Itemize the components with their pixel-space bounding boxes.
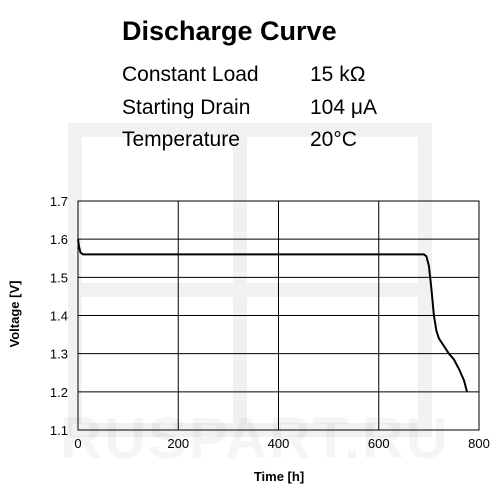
y-tick-label: 1.3: [50, 347, 68, 362]
y-tick-label: 1.6: [50, 232, 68, 247]
watermark-logo: [68, 123, 432, 437]
discharge-series-line: [77, 239, 468, 393]
y-tick-label: 1.1: [50, 423, 68, 438]
plot-frame: [77, 200, 480, 431]
spec-label: Starting Drain: [122, 96, 251, 119]
x-tick-label: 400: [268, 436, 290, 451]
y-tick-label: 1.7: [50, 194, 68, 209]
x-axis-title: Time [h]: [254, 469, 304, 484]
x-tick-label: 600: [368, 436, 390, 451]
x-tick-label: 0: [74, 436, 81, 451]
y-tick-label: 1.4: [50, 309, 68, 324]
x-axis: 0 200 400 600 800: [74, 436, 489, 451]
chart-title: Discharge Curve: [122, 16, 337, 46]
spec-value: 15 kΩ: [310, 63, 366, 86]
spec-label: Temperature: [122, 128, 240, 151]
y-tick-label: 1.5: [50, 270, 68, 285]
watermark-text: RUSPART.RU: [60, 406, 450, 471]
spec-value: 104 μA: [310, 96, 377, 119]
spec-label: Constant Load: [122, 63, 259, 86]
x-tick-label: 200: [167, 436, 189, 451]
y-tick-label: 1.2: [50, 385, 68, 400]
x-tick-label: 800: [468, 436, 490, 451]
spec-value: 20°C: [310, 128, 357, 151]
y-axis-title: Voltage [V]: [7, 281, 22, 348]
y-axis: 1.1 1.2 1.3 1.4 1.5 1.6 1.7: [50, 194, 68, 438]
